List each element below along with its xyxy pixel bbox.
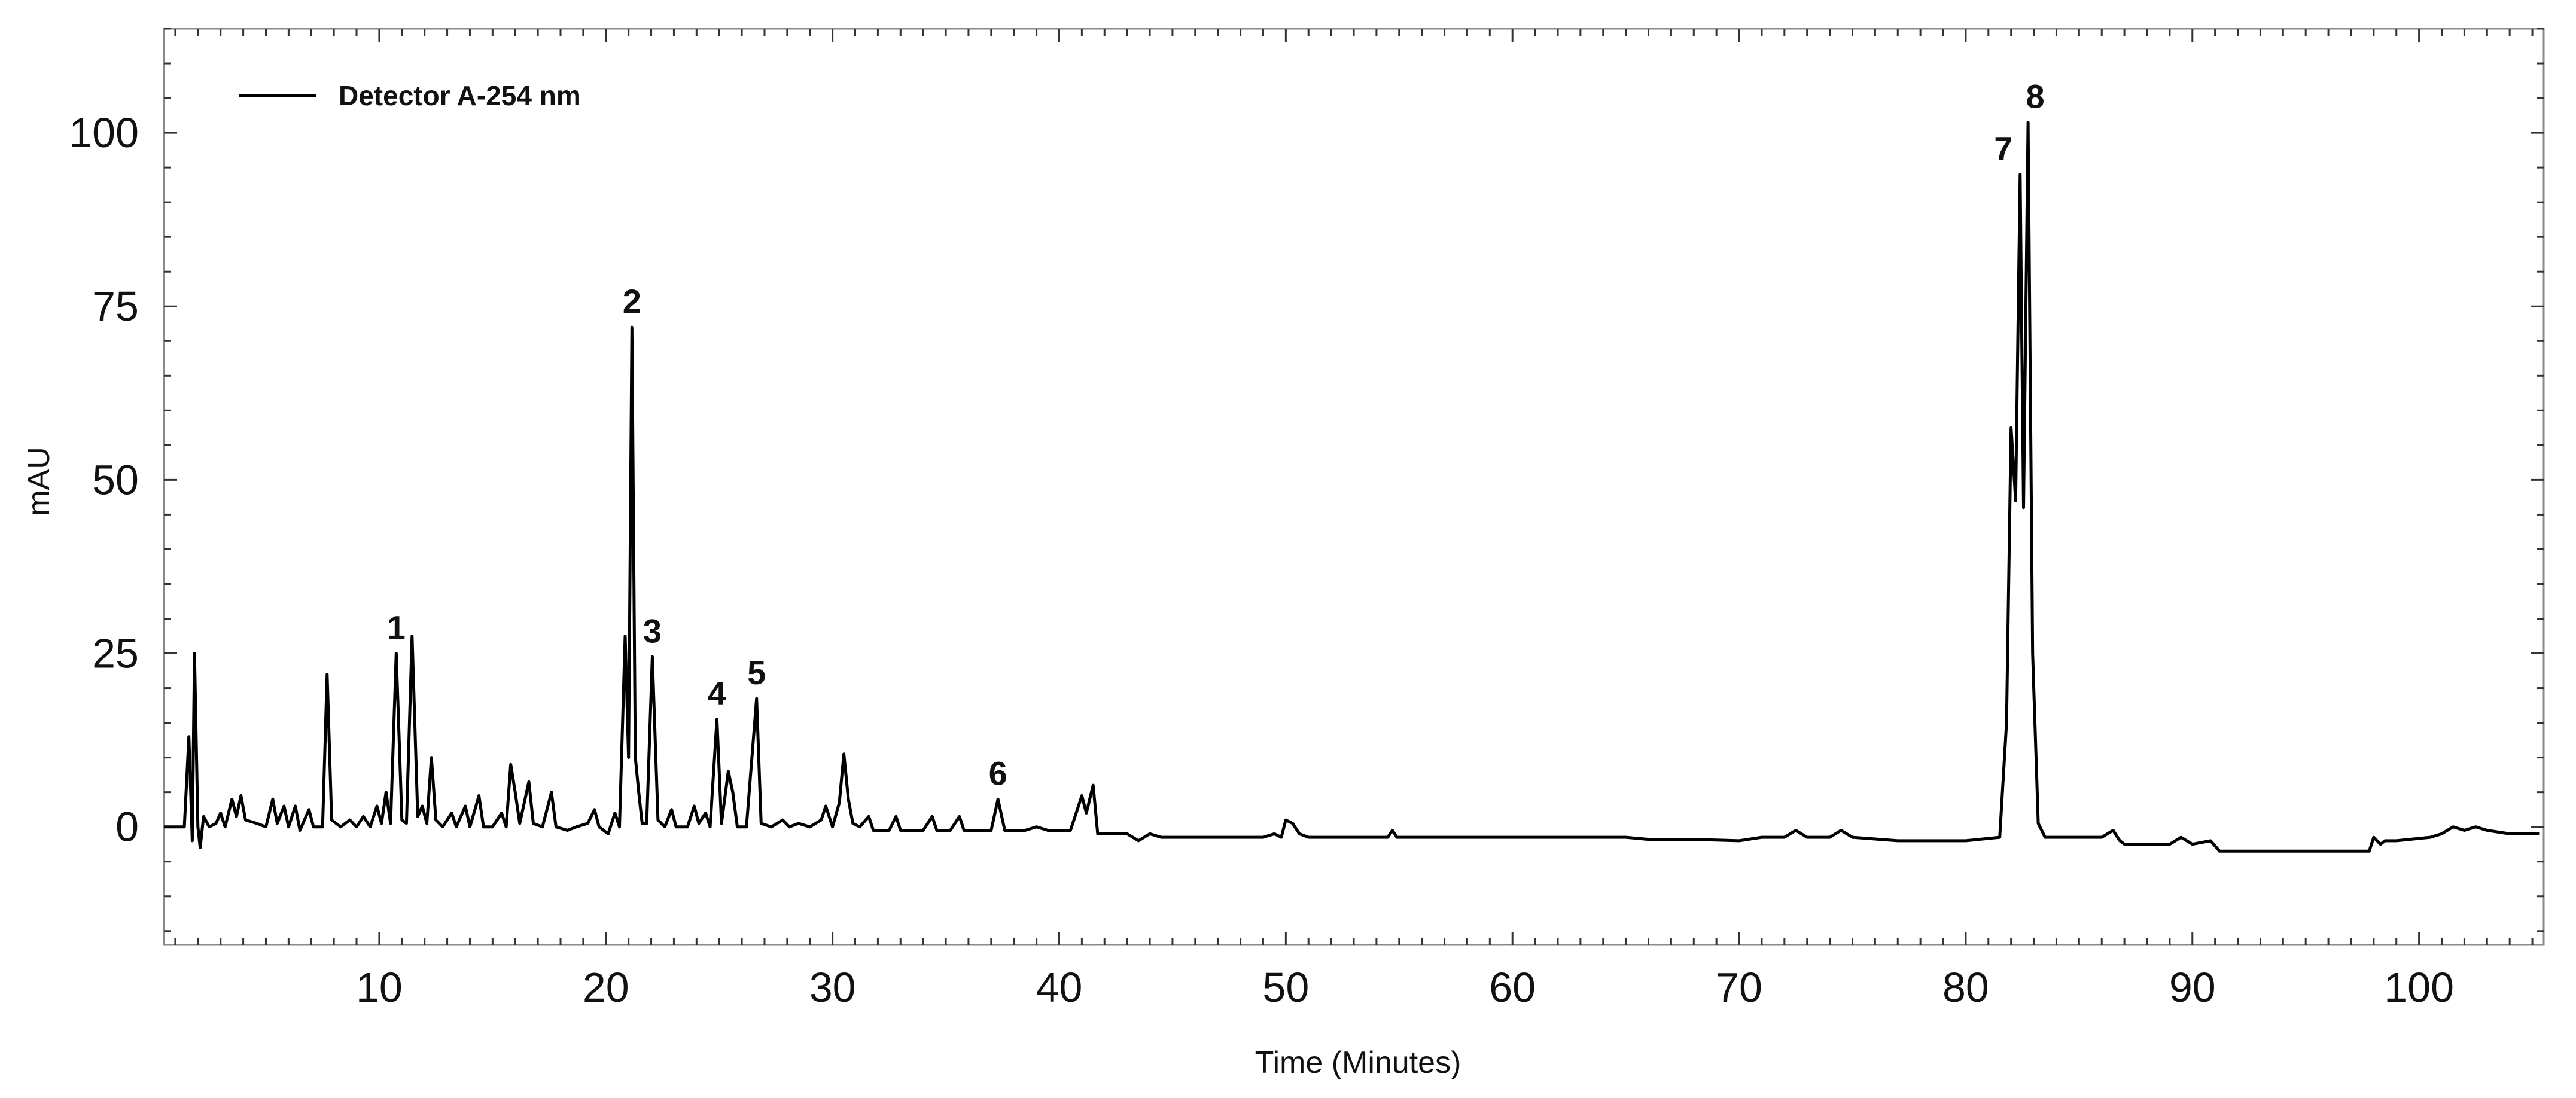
y-tick-label: 50	[92, 456, 139, 503]
series-line	[164, 121, 2540, 853]
peak-label: 7	[1994, 130, 2012, 167]
peak-label: 2	[623, 282, 641, 320]
x-tick-label: 60	[1489, 964, 1536, 1011]
series-layer	[164, 121, 2540, 853]
x-tick-label: 100	[2384, 964, 2454, 1011]
x-tick-label: 80	[1942, 964, 1989, 1011]
y-tick-label: 75	[92, 283, 139, 330]
x-axis-title: Time (Minutes)	[1255, 1045, 1461, 1080]
peak-label: 5	[747, 654, 766, 691]
x-tick-label: 90	[2169, 964, 2216, 1011]
x-tick-label: 70	[1716, 964, 1762, 1011]
peak-label: 6	[989, 754, 1007, 792]
x-tick-label: 40	[1036, 964, 1083, 1011]
legend-entry-label: Detector A-254 nm	[339, 80, 581, 111]
x-tick-label: 20	[583, 964, 629, 1011]
x-tick-label: 50	[1262, 964, 1309, 1011]
y-tick-label: 25	[92, 630, 139, 677]
peak-label: 1	[387, 609, 406, 646]
y-axis-title: mAU	[22, 447, 56, 516]
legend: Detector A-254 nm	[239, 80, 581, 111]
plot-frame	[163, 28, 2545, 946]
axis-ticks	[164, 28, 2544, 945]
peak-label: 3	[643, 612, 662, 649]
y-tick-label: 0	[115, 804, 139, 850]
peak-label: 8	[2026, 78, 2045, 115]
x-tick-label: 10	[356, 964, 403, 1011]
x-tick-label: 30	[809, 964, 856, 1011]
y-tick-label: 100	[69, 109, 139, 156]
peak-annotations: 1 2 3 45 6 78	[387, 78, 2045, 792]
peak-label: 4	[708, 675, 726, 712]
plot-area-border	[163, 28, 2545, 946]
